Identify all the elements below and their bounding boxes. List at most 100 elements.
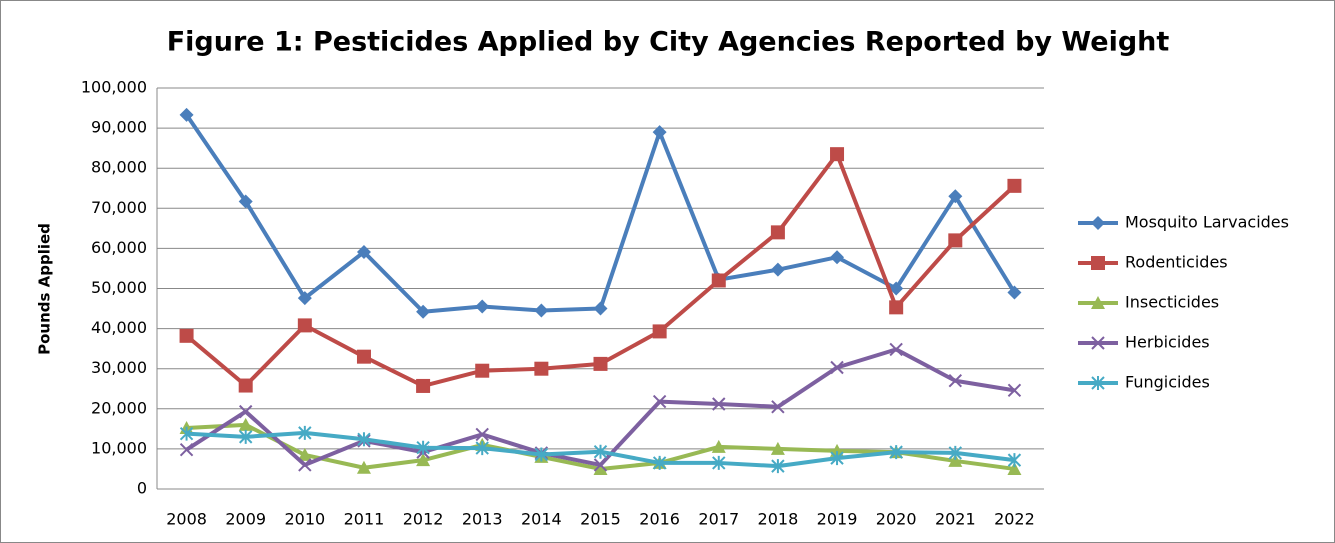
y-tick-label: 50,000 bbox=[91, 278, 147, 297]
data-point bbox=[830, 451, 844, 466]
data-point bbox=[297, 447, 312, 461]
data-point bbox=[357, 432, 371, 447]
y-tick-label: 100,000 bbox=[81, 78, 147, 97]
data-point bbox=[1007, 285, 1022, 300]
data-point bbox=[475, 427, 489, 442]
data-point bbox=[298, 458, 312, 472]
y-tick-label: 20,000 bbox=[91, 398, 147, 417]
y-tick-label: 80,000 bbox=[91, 158, 147, 177]
legend-label: Rodenticides bbox=[1125, 253, 1228, 272]
legend-marker bbox=[1091, 296, 1105, 309]
data-point bbox=[889, 300, 904, 315]
x-tick-label: 2016 bbox=[639, 510, 680, 529]
data-point bbox=[948, 445, 963, 460]
x-tick-label: 2019 bbox=[817, 510, 858, 529]
x-tick-label: 2011 bbox=[344, 510, 385, 529]
y-axis-label: Pounds Applied bbox=[36, 223, 54, 355]
y-tick-label: 40,000 bbox=[91, 318, 147, 337]
legend-label: Herbicides bbox=[1125, 333, 1210, 352]
data-point bbox=[652, 125, 667, 140]
data-point bbox=[652, 394, 667, 409]
data-point bbox=[416, 453, 431, 467]
data-point bbox=[652, 455, 667, 470]
data-point bbox=[830, 147, 845, 162]
data-point bbox=[712, 455, 726, 470]
data-point bbox=[179, 328, 194, 343]
data-point bbox=[297, 291, 312, 306]
data-point bbox=[475, 441, 489, 456]
data-point bbox=[475, 299, 490, 314]
data-point bbox=[770, 441, 785, 455]
data-point bbox=[1007, 178, 1022, 193]
y-tick-label: 90,000 bbox=[91, 118, 147, 137]
data-point bbox=[1007, 383, 1022, 398]
data-point bbox=[948, 453, 963, 467]
y-tick-label: 0 bbox=[137, 479, 147, 498]
data-point bbox=[593, 444, 608, 459]
legend-marker bbox=[1091, 256, 1105, 270]
y-tick-label: 10,000 bbox=[91, 438, 147, 457]
data-point bbox=[830, 360, 844, 375]
data-point bbox=[534, 447, 549, 462]
data-point bbox=[179, 442, 194, 457]
data-point bbox=[179, 107, 194, 122]
data-point bbox=[771, 459, 785, 474]
data-point bbox=[889, 342, 903, 357]
y-tick-label: 30,000 bbox=[91, 358, 147, 377]
data-point bbox=[238, 194, 253, 209]
data-point bbox=[771, 400, 785, 414]
data-point bbox=[711, 439, 726, 453]
legend-marker bbox=[1091, 216, 1105, 230]
data-point bbox=[948, 233, 963, 248]
data-point bbox=[593, 458, 608, 472]
x-tick-label: 2015 bbox=[580, 510, 621, 529]
data-point bbox=[534, 303, 549, 318]
data-point bbox=[534, 361, 549, 376]
data-point bbox=[770, 225, 785, 240]
data-point bbox=[1007, 453, 1022, 468]
data-point bbox=[416, 304, 431, 319]
data-point bbox=[298, 425, 312, 440]
x-tick-label: 2018 bbox=[758, 510, 799, 529]
x-tick-label: 2014 bbox=[521, 510, 562, 529]
data-point bbox=[711, 273, 726, 288]
data-point bbox=[889, 445, 903, 460]
y-tick-label: 70,000 bbox=[91, 198, 147, 217]
data-point bbox=[593, 356, 608, 371]
data-point bbox=[356, 349, 371, 364]
data-point bbox=[297, 318, 312, 333]
data-point bbox=[179, 426, 194, 441]
x-tick-label: 2022 bbox=[994, 510, 1035, 529]
data-point bbox=[416, 378, 431, 393]
data-point bbox=[356, 245, 371, 260]
legend-marker bbox=[1091, 376, 1105, 390]
chart-title: Figure 1: Pesticides Applied by City Age… bbox=[167, 27, 1170, 58]
data-point bbox=[593, 301, 608, 316]
data-point bbox=[238, 404, 253, 419]
legend-label: Insecticides bbox=[1125, 293, 1219, 312]
x-tick-label: 2008 bbox=[166, 510, 207, 529]
legend-label: Mosquito Larvacides bbox=[1125, 213, 1289, 232]
data-point bbox=[889, 281, 904, 296]
legend-marker bbox=[1091, 336, 1105, 350]
data-point bbox=[948, 374, 963, 388]
x-tick-label: 2012 bbox=[403, 510, 444, 529]
data-point bbox=[238, 378, 253, 393]
x-tick-label: 2009 bbox=[225, 510, 266, 529]
x-tick-label: 2021 bbox=[935, 510, 976, 529]
data-point bbox=[593, 461, 608, 475]
data-point bbox=[652, 324, 667, 339]
data-point bbox=[238, 417, 253, 431]
data-point bbox=[475, 363, 490, 378]
data-point bbox=[356, 460, 371, 474]
data-point bbox=[712, 397, 726, 411]
data-point bbox=[1007, 461, 1022, 475]
data-point bbox=[238, 429, 253, 444]
data-point bbox=[948, 189, 963, 204]
data-point bbox=[770, 262, 785, 277]
y-tick-label: 60,000 bbox=[91, 238, 147, 257]
legend-label: Fungicides bbox=[1125, 373, 1210, 392]
data-point bbox=[416, 440, 430, 455]
